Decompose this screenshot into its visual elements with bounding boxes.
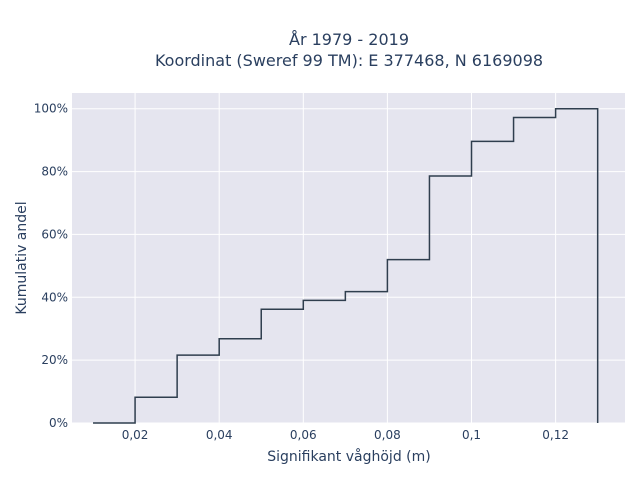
x-tick-label: 0,08 [374,428,401,442]
y-tick-label: 20% [41,353,68,367]
x-tick-label: 0,12 [542,428,569,442]
y-axis-title: Kumulativ andel [14,201,30,314]
y-tick-label: 60% [41,227,68,241]
series-layer [93,107,599,424]
x-tick-label: 0,1 [462,428,481,442]
y-tick-label: 0% [49,416,68,430]
plot-area [72,93,625,423]
x-tick-label: 0,02 [122,428,149,442]
cumulative-step-line [93,107,599,424]
chart-title-line1: År 1979 - 2019 [289,30,409,49]
x-tick-label: 0,04 [206,428,233,442]
y-tick-label: 80% [41,165,68,179]
y-tick-label: 40% [41,290,68,304]
y-axis-ticks: 0% 20% 40% 60% 80% 100% [34,102,68,430]
x-axis-title: Signifikant våghöjd (m) [267,448,430,465]
x-tick-label: 0,06 [290,428,317,442]
x-axis-ticks: 0,02 0,04 0,06 0,08 0,1 0,12 [122,428,569,442]
y-tick-label: 100% [34,102,68,116]
chart-title-line2: Koordinat (Sweref 99 TM): E 377468, N 61… [155,51,543,70]
